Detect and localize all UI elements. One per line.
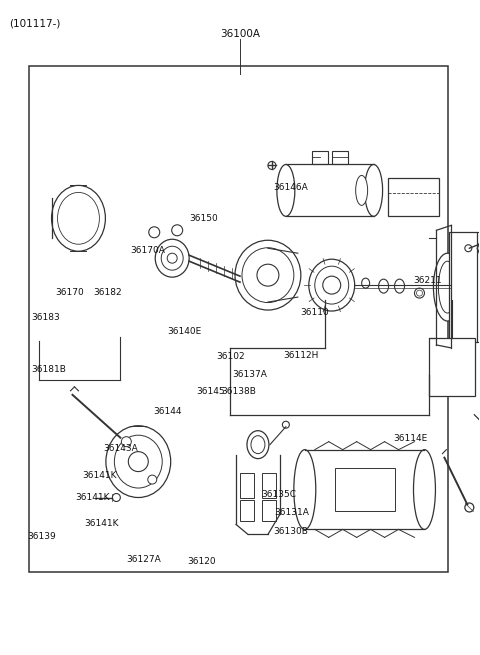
Text: 36170: 36170 — [56, 288, 84, 297]
Ellipse shape — [438, 261, 456, 313]
Bar — [240, 472, 254, 498]
Ellipse shape — [106, 426, 171, 498]
Bar — [335, 468, 395, 512]
Text: 36110: 36110 — [300, 308, 329, 317]
Text: 36131A: 36131A — [275, 508, 309, 517]
Text: 36140E: 36140E — [167, 327, 202, 336]
Ellipse shape — [235, 240, 301, 310]
Ellipse shape — [251, 436, 265, 454]
Bar — [449, 233, 477, 342]
Ellipse shape — [51, 185, 106, 252]
Bar — [262, 472, 276, 498]
Ellipse shape — [315, 266, 348, 304]
Ellipse shape — [128, 452, 148, 472]
Ellipse shape — [242, 248, 294, 303]
Text: 36170A: 36170A — [130, 246, 165, 255]
Text: 36135C: 36135C — [262, 489, 297, 498]
Ellipse shape — [379, 279, 389, 293]
Ellipse shape — [149, 227, 160, 238]
Ellipse shape — [356, 176, 368, 206]
Bar — [430, 338, 475, 396]
Text: 36112H: 36112H — [283, 351, 318, 360]
Text: 36183: 36183 — [31, 312, 60, 322]
Text: 36145: 36145 — [196, 387, 225, 396]
Ellipse shape — [465, 245, 472, 252]
Text: 36137A: 36137A — [232, 370, 267, 379]
Text: 36138B: 36138B — [221, 387, 256, 396]
Ellipse shape — [309, 259, 355, 311]
Ellipse shape — [365, 164, 383, 216]
Ellipse shape — [433, 253, 461, 321]
Ellipse shape — [247, 431, 269, 458]
Ellipse shape — [161, 246, 183, 270]
Ellipse shape — [323, 276, 341, 294]
Text: 36139: 36139 — [27, 532, 56, 541]
Ellipse shape — [282, 421, 289, 428]
Ellipse shape — [417, 290, 422, 296]
Ellipse shape — [395, 279, 405, 293]
Ellipse shape — [257, 264, 279, 286]
Text: 36144: 36144 — [153, 407, 181, 415]
Bar — [262, 500, 276, 521]
Ellipse shape — [277, 164, 295, 216]
Text: 36141K: 36141K — [82, 471, 117, 480]
Ellipse shape — [268, 162, 276, 170]
Text: 36102: 36102 — [216, 352, 245, 362]
Bar — [387, 178, 439, 216]
Text: (101117-): (101117-) — [9, 19, 60, 29]
Text: 36100A: 36100A — [220, 29, 260, 39]
Ellipse shape — [58, 193, 99, 244]
Bar — [312, 151, 328, 164]
Text: 36141K: 36141K — [84, 519, 119, 528]
Bar — [332, 151, 348, 164]
Ellipse shape — [413, 449, 435, 529]
Ellipse shape — [121, 437, 132, 447]
Text: 36130B: 36130B — [274, 527, 308, 536]
Text: 36182: 36182 — [93, 288, 122, 297]
Text: 36120: 36120 — [187, 557, 216, 566]
Ellipse shape — [114, 435, 162, 488]
Text: 36114E: 36114E — [393, 434, 427, 443]
Ellipse shape — [361, 278, 370, 288]
Ellipse shape — [148, 475, 157, 484]
Text: 36181B: 36181B — [31, 365, 66, 375]
Text: 36150: 36150 — [189, 214, 217, 223]
Bar — [240, 500, 254, 521]
Ellipse shape — [112, 493, 120, 502]
Bar — [29, 66, 448, 572]
Ellipse shape — [294, 449, 316, 529]
Ellipse shape — [155, 239, 189, 277]
Text: 36211: 36211 — [413, 276, 442, 285]
Text: 36146A: 36146A — [274, 183, 308, 192]
Text: 36141K: 36141K — [75, 493, 109, 502]
Text: 36127A: 36127A — [127, 555, 161, 564]
Ellipse shape — [172, 225, 183, 236]
Ellipse shape — [415, 288, 424, 298]
Ellipse shape — [465, 503, 474, 512]
Ellipse shape — [167, 253, 177, 263]
Text: 36143A: 36143A — [104, 444, 138, 453]
